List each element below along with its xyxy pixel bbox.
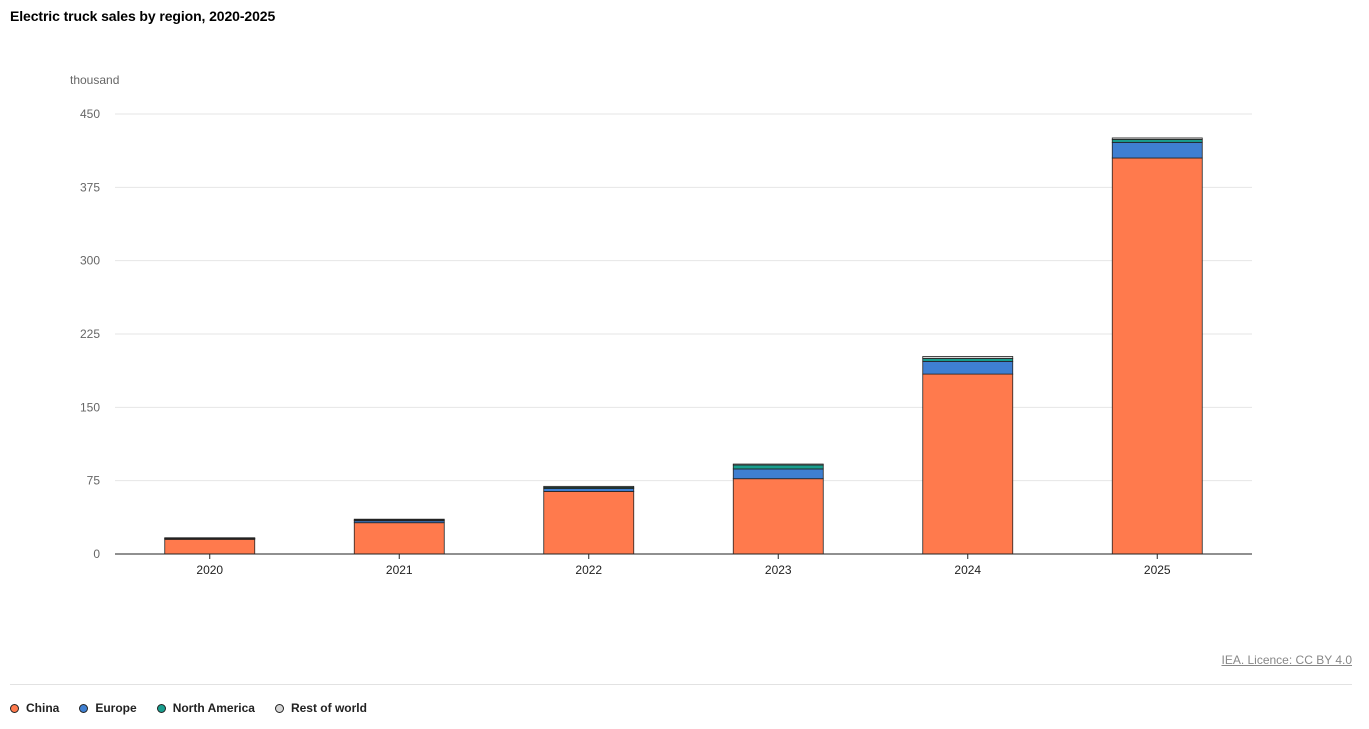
bar-rest-of-world-2025[interactable] [1111, 137, 1203, 140]
bar-north-america-2023[interactable] [732, 464, 824, 470]
y-tick-label: 75 [87, 474, 101, 488]
x-tick-label: 2024 [954, 563, 981, 577]
legend-label: Rest of world [290, 701, 367, 715]
y-tick-label: 0 [93, 547, 100, 561]
x-tick-label: 2023 [765, 563, 792, 577]
bar-rest-of-world-2023[interactable] [732, 463, 824, 466]
bar-europe-2022[interactable] [543, 488, 635, 492]
chart-title: Electric truck sales by region, 2020-202… [10, 8, 276, 24]
bar-china-2021[interactable] [353, 522, 445, 555]
bar-china-2025[interactable] [1111, 157, 1203, 555]
chart: thousand 0 75 150 225 300 375 450 2020 2021 2022 20… [70, 73, 1252, 577]
legend-item-china[interactable]: China [10, 701, 59, 715]
legend-label: North America [172, 701, 255, 715]
legend-label: China [26, 701, 60, 715]
bar-china-2023[interactable] [732, 478, 824, 555]
bar-europe-2024[interactable] [922, 360, 1014, 375]
y-tick-label: 375 [80, 180, 100, 194]
x-tick-label: 2025 [1144, 563, 1171, 577]
y-tick-label: 150 [80, 400, 100, 414]
y-tick-label: 300 [80, 254, 100, 268]
x-tick-label: 2020 [196, 563, 223, 577]
divider [10, 684, 1352, 685]
bar-china-2020[interactable] [164, 538, 256, 555]
bar-north-america-2025[interactable] [1111, 139, 1203, 143]
bar-rest-of-world-2022[interactable] [543, 485, 635, 488]
legend-item-europe[interactable]: Europe [79, 701, 137, 715]
x-tick-label: 2021 [386, 563, 413, 577]
bar-europe-2025[interactable] [1111, 141, 1203, 159]
bar-rest-of-world-2024[interactable] [922, 356, 1014, 359]
axes: thousand 0 75 150 225 300 375 450 2020 2021 2022 20… [70, 73, 1252, 577]
bar-rest-of-world-2020[interactable] [164, 537, 256, 539]
bars [164, 137, 1203, 555]
legend-dot [156, 703, 166, 713]
bar-china-2024[interactable] [922, 373, 1014, 555]
bar-north-america-2024[interactable] [922, 358, 1014, 362]
legend-item-rest-of-world[interactable]: Rest of world [274, 701, 367, 715]
legend-item-north-america[interactable]: North America [156, 701, 255, 715]
bar-china-2022[interactable] [543, 491, 635, 555]
y-unit-label: thousand [70, 73, 119, 87]
legend-dot [79, 703, 89, 713]
grid [115, 113, 1252, 482]
x-tick-label: 2022 [575, 563, 602, 577]
y-tick-label: 225 [80, 327, 100, 341]
source-link[interactable]: IEA. Licence: CC BY 4.0 [1221, 653, 1352, 667]
legend-dot [10, 703, 19, 713]
y-tick-label: 450 [80, 107, 100, 121]
bar-rest-of-world-2021[interactable] [353, 518, 445, 521]
legend: China Europe North America Rest of world [10, 701, 367, 715]
legend-dot [274, 703, 284, 713]
bar-europe-2023[interactable] [732, 468, 824, 480]
legend-label: Europe [95, 701, 137, 715]
